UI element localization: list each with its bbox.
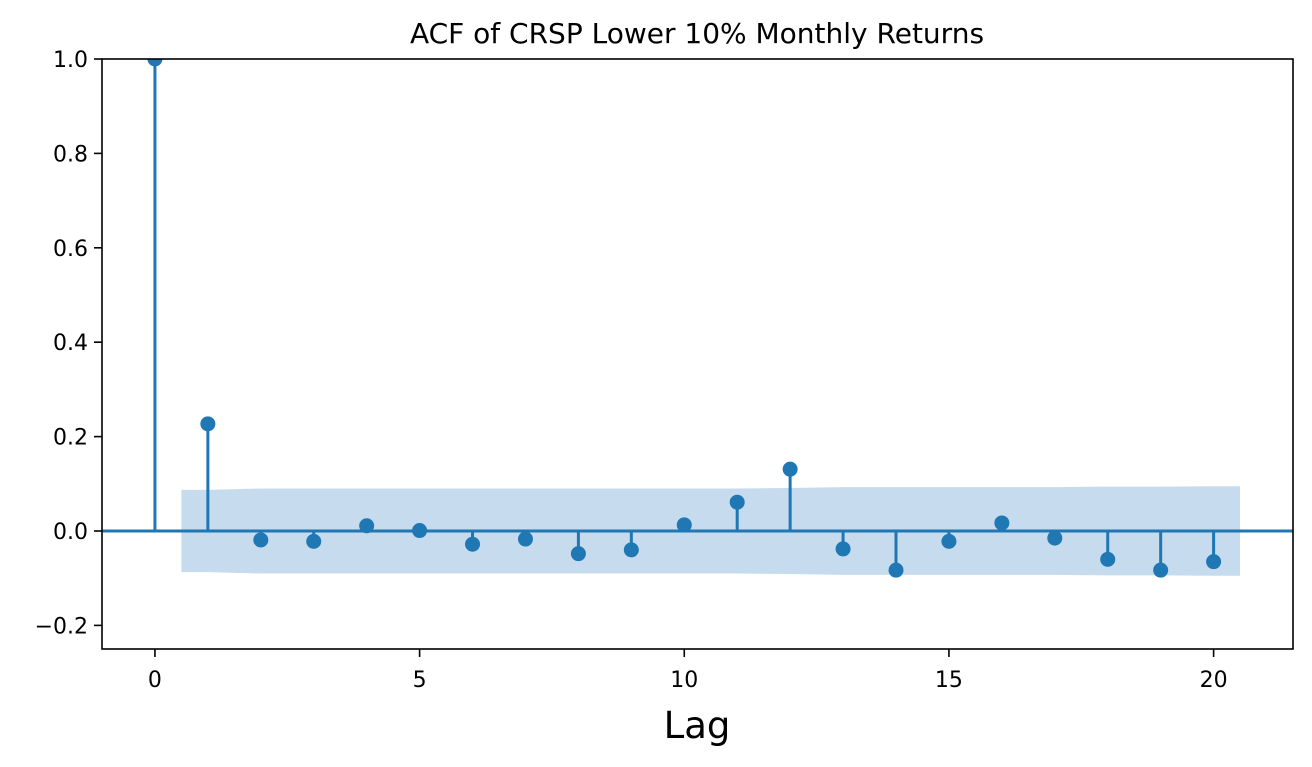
plot-frame [101, 58, 1294, 650]
acf-point [888, 562, 904, 578]
acf-point [517, 531, 533, 547]
y-tick-label: 0.0 [53, 520, 88, 545]
acf-point [1100, 551, 1116, 567]
y-tick-label: 0.8 [53, 142, 88, 167]
acf-point [1047, 530, 1063, 546]
acf-point [359, 518, 375, 534]
acf-point [941, 533, 957, 549]
acf-point [623, 542, 639, 558]
x-tick-label: 10 [670, 668, 698, 693]
y-tick-label: −0.2 [35, 614, 88, 639]
x-tick-label: 0 [148, 668, 162, 693]
y-tick-label: 0.2 [53, 426, 88, 451]
acf-point [1153, 562, 1169, 578]
acf-point [147, 59, 163, 67]
chart-title: ACF of CRSP Lower 10% Monthly Returns [410, 17, 984, 50]
acf-point [994, 515, 1010, 531]
acf-point [412, 523, 428, 539]
acf-point [729, 494, 745, 510]
y-tick-label: 0.4 [53, 331, 88, 356]
x-tick-label: 15 [935, 668, 963, 693]
x-tick-label: 20 [1200, 668, 1228, 693]
y-tick-label: 1.0 [53, 48, 88, 73]
acf-point [676, 517, 692, 533]
plot-area: 0 5 10 15 20 −0.2 0.0 0.2 0.4 0.6 0.8 1.0 [35, 48, 1294, 693]
acf-point [835, 541, 851, 557]
acf-point [465, 536, 481, 552]
x-tick-label: 5 [413, 668, 427, 693]
acf-point [1206, 554, 1222, 570]
acf-point [306, 533, 322, 549]
y-tick-label: 0.6 [53, 237, 88, 262]
acf-point [570, 546, 586, 562]
x-axis-label: Lag [664, 704, 731, 747]
acf-point [782, 461, 798, 477]
acf-point [200, 416, 216, 432]
acf-point [253, 532, 269, 548]
